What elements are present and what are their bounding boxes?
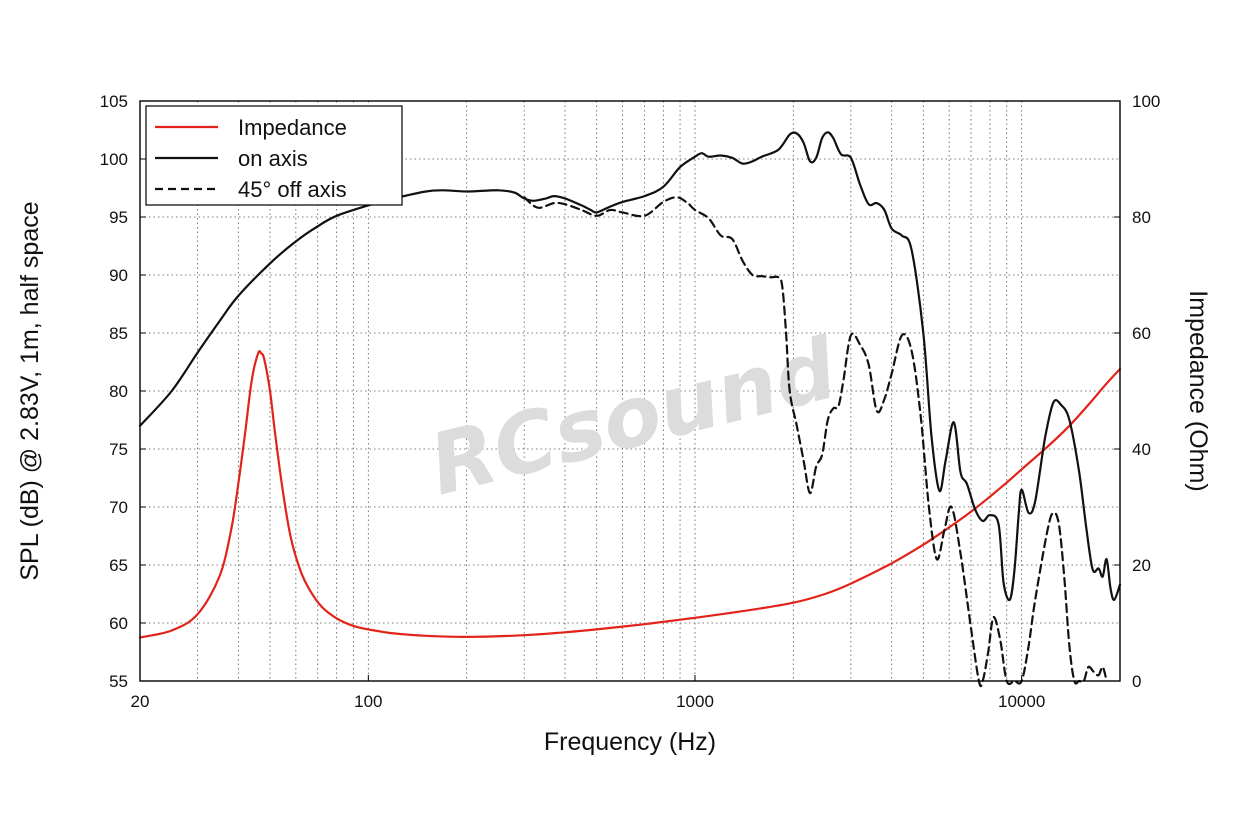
left-tick-label: 95: [109, 208, 128, 227]
right-tick-label: 60: [1132, 324, 1151, 343]
right-tick-label: 80: [1132, 208, 1151, 227]
left-tick-label: 75: [109, 440, 128, 459]
x-tick-label: 20: [131, 692, 150, 711]
series-layer: [138, 131, 1122, 688]
series-line-on-axis: [138, 131, 1122, 602]
x-tick-label: 100: [354, 692, 382, 711]
legend-label-45-off-axis: 45° off axis: [238, 177, 347, 202]
left-axis-ticks: 55 60 65 70 75 80 85 90 95 100 105: [100, 92, 146, 691]
series-line-45-off-axis: [523, 196, 1108, 688]
right-tick-label: 20: [1132, 556, 1151, 575]
x-axis-label: Frequency (Hz): [544, 728, 716, 756]
left-tick-label: 80: [109, 382, 128, 401]
left-tick-label: 55: [109, 672, 128, 691]
legend-label-impedance: Impedance: [238, 115, 347, 140]
series-line-impedance: [138, 350, 1122, 639]
legend-label-on-axis: on axis: [238, 146, 308, 171]
x-tick-label: 1000: [676, 692, 714, 711]
left-tick-label: 85: [109, 324, 128, 343]
left-tick-label: 90: [109, 266, 128, 285]
left-tick-label: 65: [109, 556, 128, 575]
right-y-axis-label: Impedance (Ohm): [1184, 290, 1212, 491]
right-tick-label: 100: [1132, 92, 1160, 111]
x-tick-label: 10000: [998, 692, 1045, 711]
legend: Impedance on axis 45° off axis: [145, 105, 403, 206]
left-y-axis-label: SPL (dB) @ 2.83V, 1m, half space: [16, 201, 44, 580]
right-tick-label: 40: [1132, 440, 1151, 459]
right-axis-ticks: 0 20 40 60 80 100: [1114, 92, 1160, 691]
left-tick-label: 100: [100, 150, 128, 169]
right-tick-label: 0: [1132, 672, 1141, 691]
left-tick-label: 60: [109, 614, 128, 633]
left-tick-label: 70: [109, 498, 128, 517]
left-tick-label: 105: [100, 92, 128, 111]
x-axis-ticks: 20 100 1000 10000: [131, 675, 1045, 711]
